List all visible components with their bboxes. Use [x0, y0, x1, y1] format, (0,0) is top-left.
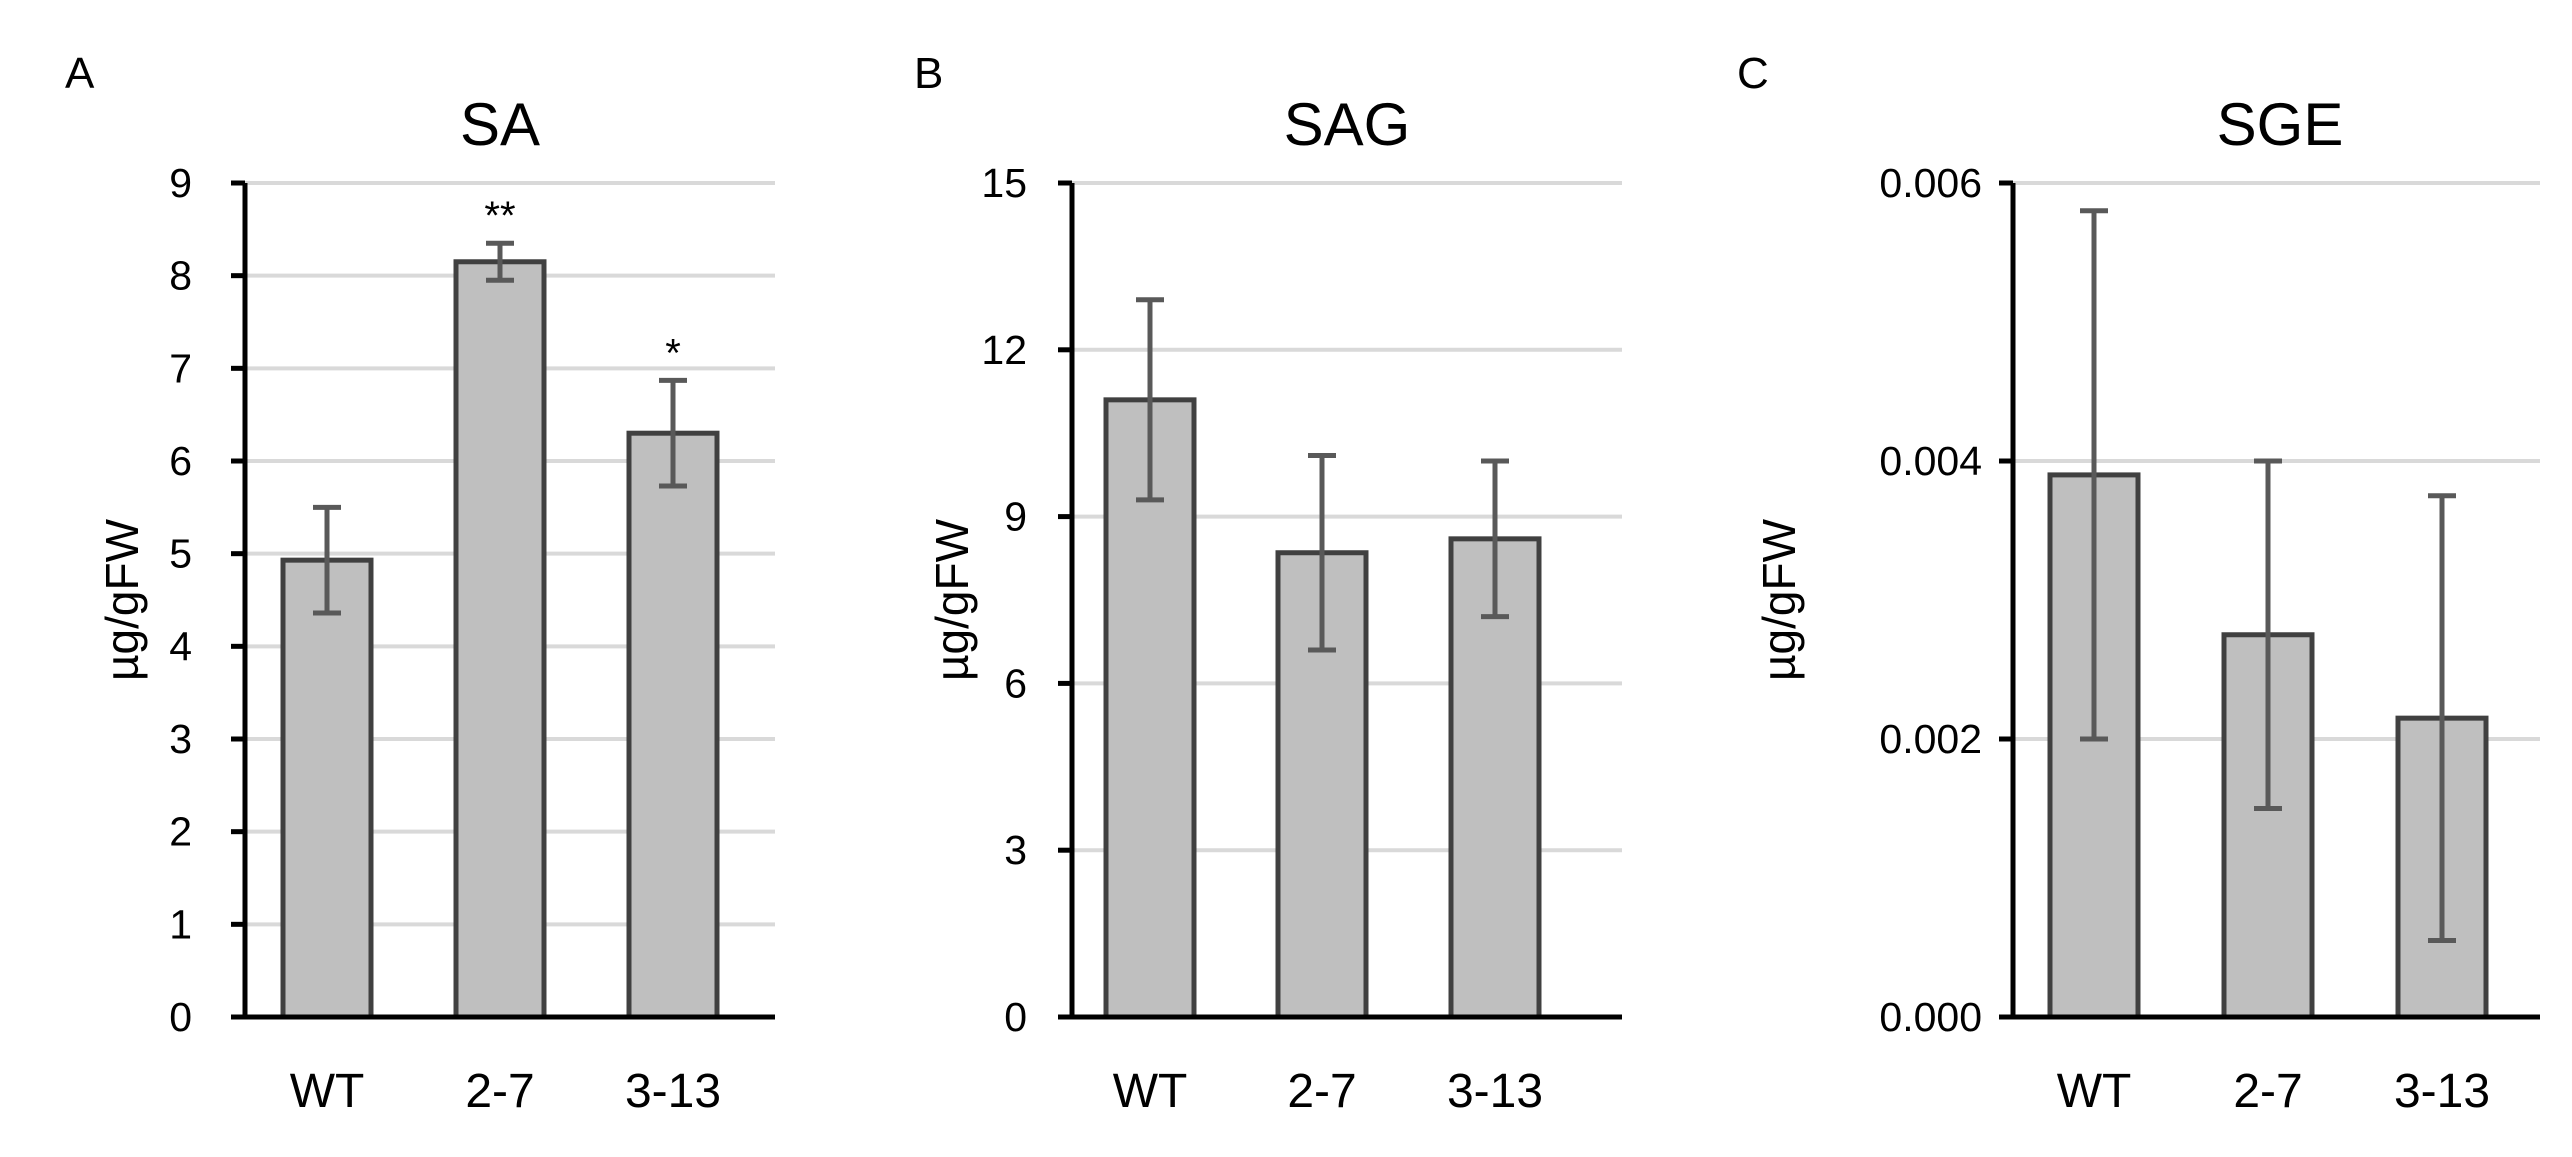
x-tick-label: 3-13	[1447, 1065, 1543, 1118]
panel-letter: C	[1737, 49, 1769, 98]
y-tick-label: 3	[169, 716, 192, 762]
panel-letter: A	[65, 49, 95, 98]
y-tick-label: 0.002	[1879, 716, 1982, 762]
y-tick-label: 6	[1004, 660, 1027, 706]
error-bar	[2428, 493, 2456, 944]
chart-title: SAG	[1284, 91, 1411, 158]
panel-letter: B	[914, 49, 943, 98]
error-bar	[659, 377, 687, 489]
y-axis-label: µg/gFW	[1753, 518, 1805, 681]
error-bar	[2254, 458, 2282, 811]
y-tick-label: 4	[169, 623, 192, 669]
x-tick-label: 2-7	[1287, 1065, 1356, 1118]
panel-b: B SAG µg/gFW 0 3 6 9 12 15 WT 2-7 3-13	[914, 49, 1622, 1118]
chart-title: SGE	[2217, 91, 2344, 158]
bar-WT	[280, 557, 374, 1020]
x-tick-label: WT	[290, 1065, 365, 1118]
y-tick-label: 0	[169, 994, 192, 1040]
panel-c: C SGE µg/gFW 0.000 0.002 0.004 0.006 WT 2-7 3-13	[1737, 49, 2540, 1118]
y-tick-label: 0.000	[1879, 994, 1982, 1040]
error-bar	[1308, 452, 1336, 653]
significance-marker: **	[484, 194, 515, 238]
significance-marker: *	[665, 331, 681, 375]
error-bar	[313, 504, 341, 616]
bar-3-13	[626, 430, 720, 1020]
y-tick-label: 0.004	[1879, 438, 1982, 484]
y-tick-label: 3	[1004, 827, 1027, 873]
y-tick-label: 8	[169, 253, 192, 299]
error-bar	[486, 240, 514, 283]
x-tick-label: 3-13	[2394, 1065, 2490, 1118]
y-tick-label: 9	[1004, 494, 1027, 540]
y-tick-label: 0	[1004, 994, 1027, 1040]
y-tick-label: 0.006	[1879, 160, 1982, 206]
x-tick-label: 2-7	[465, 1065, 534, 1118]
y-axis-label: µg/gFW	[96, 518, 148, 681]
y-tick-label: 9	[169, 160, 192, 206]
y-tick-label: 7	[169, 345, 192, 391]
y-tick-label: 2	[169, 809, 192, 855]
y-tick-label: 5	[169, 531, 192, 577]
y-tick-label: 1	[169, 901, 192, 947]
error-bar	[2080, 208, 2108, 742]
x-tick-label: WT	[2057, 1065, 2132, 1118]
y-tick-label: 6	[169, 438, 192, 484]
x-tick-label: 2-7	[2233, 1065, 2302, 1118]
y-tick-label: 15	[981, 160, 1027, 206]
y-tick-label: 12	[981, 327, 1027, 373]
x-tick-label: WT	[1113, 1065, 1188, 1118]
error-bar	[1481, 458, 1509, 620]
y-axis-label: µg/gFW	[926, 518, 978, 681]
bar-2-7	[453, 259, 547, 1020]
error-bar	[1136, 297, 1164, 503]
x-tick-label: 3-13	[625, 1065, 721, 1118]
chart-title: SA	[460, 91, 540, 158]
